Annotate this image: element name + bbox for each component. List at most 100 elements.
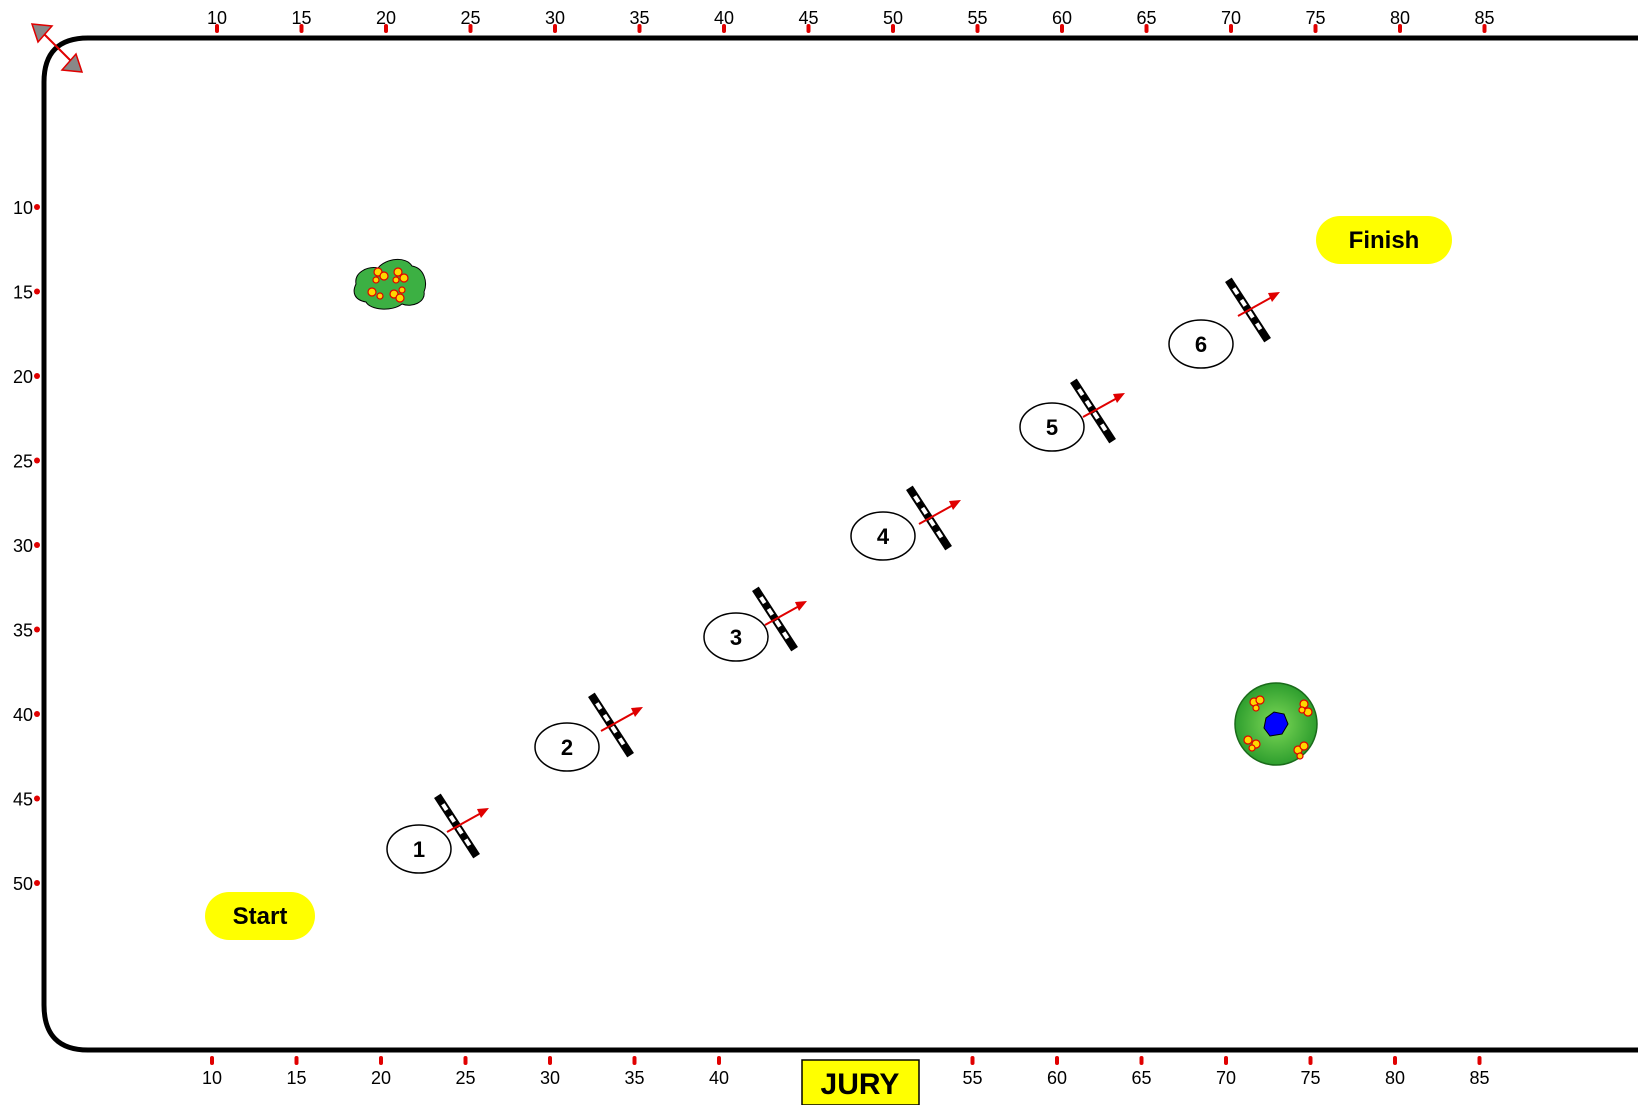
fence-number-badge bbox=[1168, 319, 1234, 369]
round-flower-bed-icon bbox=[1234, 682, 1318, 766]
finish-marker[interactable]: Finish bbox=[1316, 216, 1452, 264]
arrowhead-icon bbox=[631, 707, 643, 717]
top-ruler-label: 50 bbox=[883, 8, 903, 28]
top-ruler-tick bbox=[637, 24, 642, 33]
left-ruler-label: 10 bbox=[13, 198, 33, 218]
fence-3[interactable]: 3 bbox=[703, 586, 807, 662]
bottom-ruler-tick bbox=[1139, 1056, 1144, 1065]
fence-2[interactable]: 2 bbox=[534, 692, 643, 772]
left-ruler-label: 50 bbox=[13, 874, 33, 894]
bottom-ruler-tick bbox=[1393, 1056, 1397, 1065]
top-ruler-tick bbox=[722, 24, 726, 33]
top-ruler-label: 80 bbox=[1390, 8, 1410, 28]
top-ruler-tick bbox=[384, 24, 388, 33]
bottom-ruler-tick bbox=[210, 1056, 214, 1065]
bottom-ruler-tick bbox=[1477, 1056, 1482, 1065]
top-ruler-label: 10 bbox=[207, 8, 227, 28]
bottom-ruler-label: 35 bbox=[624, 1068, 644, 1088]
bottom-ruler-tick bbox=[548, 1056, 552, 1065]
bottom-ruler-label: 80 bbox=[1385, 1068, 1405, 1088]
bottom-ruler-label: 65 bbox=[1131, 1068, 1151, 1088]
jury-box[interactable]: JURY bbox=[801, 1059, 920, 1105]
bottom-ruler-label: 70 bbox=[1216, 1068, 1236, 1088]
bottom-ruler-label: 20 bbox=[371, 1068, 391, 1088]
fence-number-badge bbox=[386, 824, 452, 874]
direction-arrow-icon bbox=[446, 811, 484, 833]
left-ruler-label: 30 bbox=[13, 536, 33, 556]
bottom-ruler-label: 30 bbox=[540, 1068, 560, 1088]
fence-4[interactable]: 4 bbox=[850, 485, 961, 561]
fence-6[interactable]: 6 bbox=[1168, 277, 1280, 369]
bottom-ruler: 10 15 20 25 30 35 40 55 60 65 70 75 80 85 bbox=[202, 1056, 1490, 1088]
top-ruler-tick bbox=[215, 24, 219, 33]
resize-arrow-icon[interactable] bbox=[30, 23, 84, 73]
bottom-ruler-tick bbox=[1055, 1056, 1059, 1065]
start-label: Start bbox=[233, 903, 288, 930]
top-ruler-label: 40 bbox=[714, 8, 734, 28]
left-ruler-label: 25 bbox=[13, 452, 33, 472]
arrowhead-icon bbox=[795, 601, 807, 611]
bottom-ruler-tick bbox=[717, 1056, 721, 1065]
bottom-ruler-label: 85 bbox=[1469, 1068, 1489, 1088]
top-ruler-label: 30 bbox=[545, 8, 565, 28]
fence-5[interactable]: 5 bbox=[1019, 378, 1125, 452]
arrowhead-icon bbox=[477, 808, 489, 818]
top-ruler-tick bbox=[806, 24, 811, 33]
left-ruler-tick bbox=[34, 204, 40, 210]
top-ruler-tick bbox=[553, 24, 557, 33]
top-ruler: 10 15 20 25 30 35 40 45 50 55 60 65 70 75 80 85 bbox=[207, 8, 1495, 33]
left-ruler-tick bbox=[34, 373, 40, 379]
left-ruler-tick bbox=[34, 457, 40, 464]
top-ruler-tick bbox=[1060, 24, 1064, 33]
top-ruler-label: 70 bbox=[1221, 8, 1241, 28]
top-ruler-tick bbox=[299, 24, 304, 33]
top-ruler-tick bbox=[1398, 24, 1402, 33]
top-ruler-label: 35 bbox=[629, 8, 649, 28]
flower-bed-icon bbox=[353, 259, 426, 310]
direction-arrow-icon bbox=[764, 604, 802, 626]
top-ruler-tick bbox=[1229, 24, 1233, 33]
fence-number-badge bbox=[703, 612, 769, 662]
left-ruler: 10 15 20 25 30 35 40 45 50 bbox=[13, 198, 40, 894]
top-ruler-label: 45 bbox=[798, 8, 818, 28]
fence-group: 1 2 3 4 5 6 bbox=[386, 277, 1280, 874]
bottom-ruler-tick bbox=[1308, 1056, 1313, 1065]
left-ruler-tick bbox=[34, 626, 40, 633]
start-marker[interactable]: Start bbox=[205, 892, 315, 940]
top-ruler-label: 15 bbox=[291, 8, 311, 28]
left-ruler-label: 15 bbox=[13, 283, 33, 303]
bottom-ruler-tick bbox=[294, 1056, 299, 1065]
top-ruler-tick bbox=[1144, 24, 1149, 33]
bottom-ruler-tick bbox=[1224, 1056, 1228, 1065]
left-ruler-label: 20 bbox=[13, 367, 33, 387]
direction-arrow-icon bbox=[600, 710, 638, 732]
bottom-ruler-label: 15 bbox=[286, 1068, 306, 1088]
top-ruler-label: 75 bbox=[1305, 8, 1325, 28]
top-ruler-tick bbox=[891, 24, 895, 33]
fence-number: 4 bbox=[877, 524, 890, 549]
fence-number-badge bbox=[534, 722, 600, 772]
top-ruler-label: 25 bbox=[460, 8, 480, 28]
top-ruler-label: 20 bbox=[376, 8, 396, 28]
direction-arrow-icon bbox=[1082, 396, 1120, 418]
top-ruler-label: 85 bbox=[1474, 8, 1494, 28]
top-ruler-tick bbox=[1313, 24, 1318, 33]
fence-number: 3 bbox=[730, 625, 742, 650]
fence-number-badge bbox=[850, 511, 916, 561]
arrowhead-icon bbox=[1113, 393, 1125, 403]
fence-1[interactable]: 1 bbox=[386, 793, 489, 874]
left-ruler-tick bbox=[34, 542, 40, 548]
arrowhead-icon bbox=[949, 500, 961, 510]
top-ruler-tick bbox=[1482, 24, 1487, 33]
direction-arrow-icon bbox=[1237, 295, 1275, 317]
top-ruler-label: 55 bbox=[967, 8, 987, 28]
arrowhead-icon bbox=[1268, 292, 1280, 302]
bottom-ruler-label: 40 bbox=[709, 1068, 729, 1088]
jury-label: JURY bbox=[821, 1068, 900, 1101]
fence-number: 6 bbox=[1195, 332, 1207, 357]
fence-number: 1 bbox=[413, 837, 425, 862]
fence-number-badge bbox=[1019, 402, 1085, 452]
arena-border bbox=[41, 35, 1638, 1053]
fence-number: 5 bbox=[1046, 415, 1058, 440]
